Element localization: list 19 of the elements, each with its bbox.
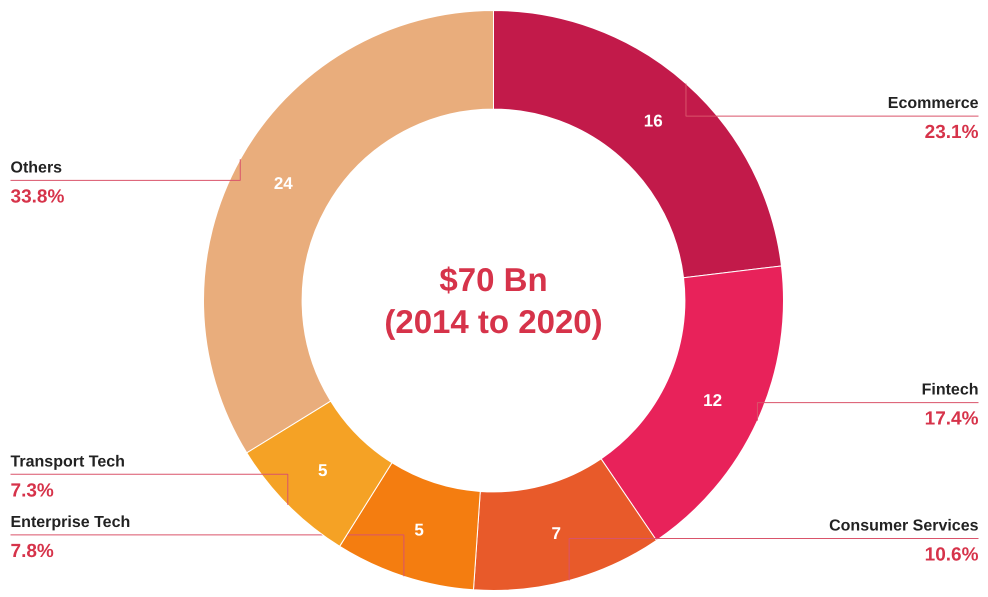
data-label: 17.4% <box>924 408 979 430</box>
slice-label: Ecommerce <box>888 95 979 112</box>
data-label: 33.8% <box>10 186 64 208</box>
slice-label: Consumer Services <box>829 517 979 534</box>
slice-label: Transport Tech <box>10 453 125 470</box>
text: 16 <box>644 111 663 130</box>
text: 5 <box>318 461 328 480</box>
slice-label: Fintech <box>922 382 978 399</box>
slice-label: Others <box>10 159 62 176</box>
data-label: 7.8% <box>10 540 54 562</box>
slice-label: Enterprise Tech <box>10 514 130 531</box>
text: $70 Bn (2014 to 2020) <box>384 261 603 340</box>
data-label: 7.3% <box>10 480 54 502</box>
text: 7 <box>552 524 562 543</box>
data-label: 10.6% <box>924 544 979 566</box>
text: 24 <box>274 174 294 194</box>
text: 12 <box>703 391 722 410</box>
text: 5 <box>414 520 424 540</box>
data-label: 23.1% <box>924 122 979 144</box>
